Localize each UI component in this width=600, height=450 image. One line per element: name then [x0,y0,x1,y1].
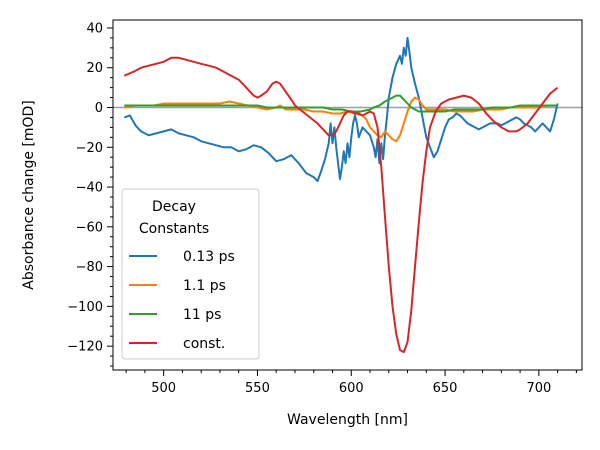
y-tick-label: −100 [67,300,103,315]
series-line-4 [123,56,559,354]
legend-title-line-1: Decay [152,199,196,215]
series-line-3 [124,94,558,113]
y-tick-label: −60 [76,220,103,235]
x-tick-label: 650 [433,381,458,396]
y-axis-label: Absorbance change [mOD] [21,100,37,290]
y-tick-label: −80 [76,260,103,275]
legend-box [121,188,260,360]
x-tick-label: 500 [151,381,176,396]
x-tick-label: 600 [339,381,364,396]
y-tick-label: −120 [67,340,103,355]
plot-frame [112,19,583,371]
legend: Decay Constants 0.13 ps 1.1 ps 11 ps const. [121,188,260,360]
y-tick-label: −20 [76,141,103,156]
legend-entries: 0.13 ps 1.1 ps 11 ps const. [129,249,235,352]
series-line-1 [123,36,559,183]
legend-title-line-2: Constants [139,221,209,237]
legend-label-2: 1.1 ps [183,278,226,294]
series-layer [123,36,559,354]
y-tick-label: −40 [76,181,103,196]
y-tick-label: 0 [95,101,103,116]
x-tick-label: 700 [526,381,551,396]
y-axis-ticks: 40 20 0 −20 −40 −60 −80 −100 −120 [67,21,113,367]
x-axis-ticks: 500 550 600 650 700 [125,370,577,396]
legend-label-4: const. [183,336,225,352]
series-line-2 [124,96,558,143]
x-tick-label: 550 [245,381,270,396]
legend-label-1: 0.13 ps [183,249,235,265]
y-tick-label: 20 [86,61,103,76]
legend-label-3: 11 ps [183,307,221,323]
y-tick-label: 40 [86,21,103,36]
x-axis-label: Wavelength [nm] [287,412,408,428]
